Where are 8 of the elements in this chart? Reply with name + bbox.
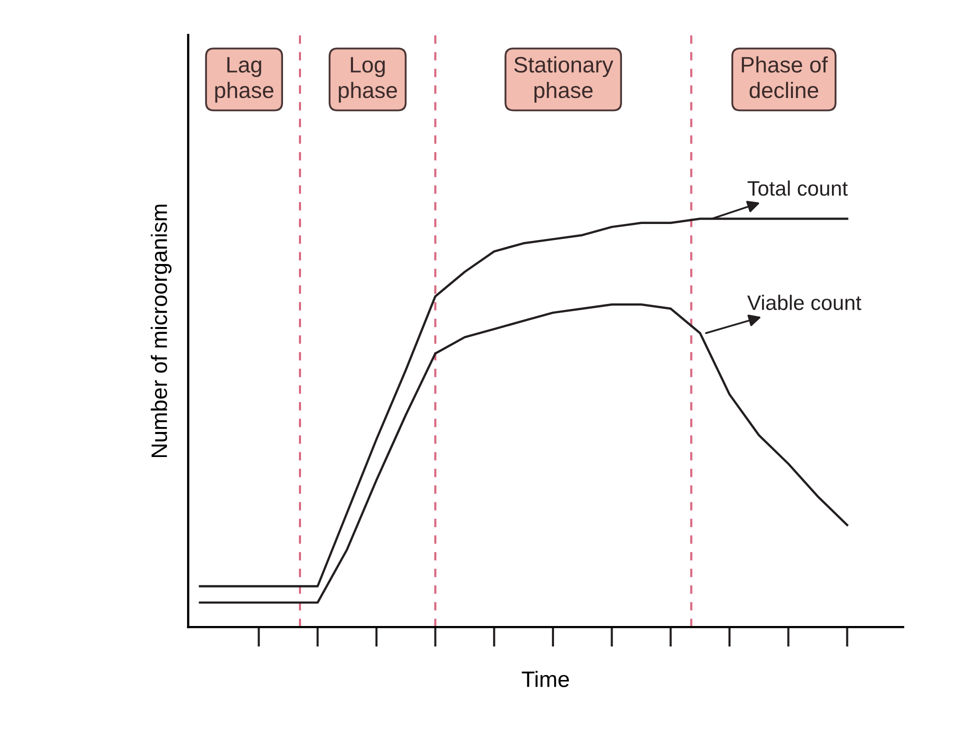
text: Lag phase: [215, 57, 274, 103]
text: Viable count: [747, 294, 862, 310]
series-label: Total count: [748, 180, 848, 196]
text: Log phase: [338, 57, 397, 103]
text: Stationary phase: [514, 56, 614, 103]
text: Phase of decline: [742, 56, 828, 98]
y-axis-title: Number of microorganism: [150, 204, 172, 458]
x-axis-title: Time: [522, 670, 569, 688]
